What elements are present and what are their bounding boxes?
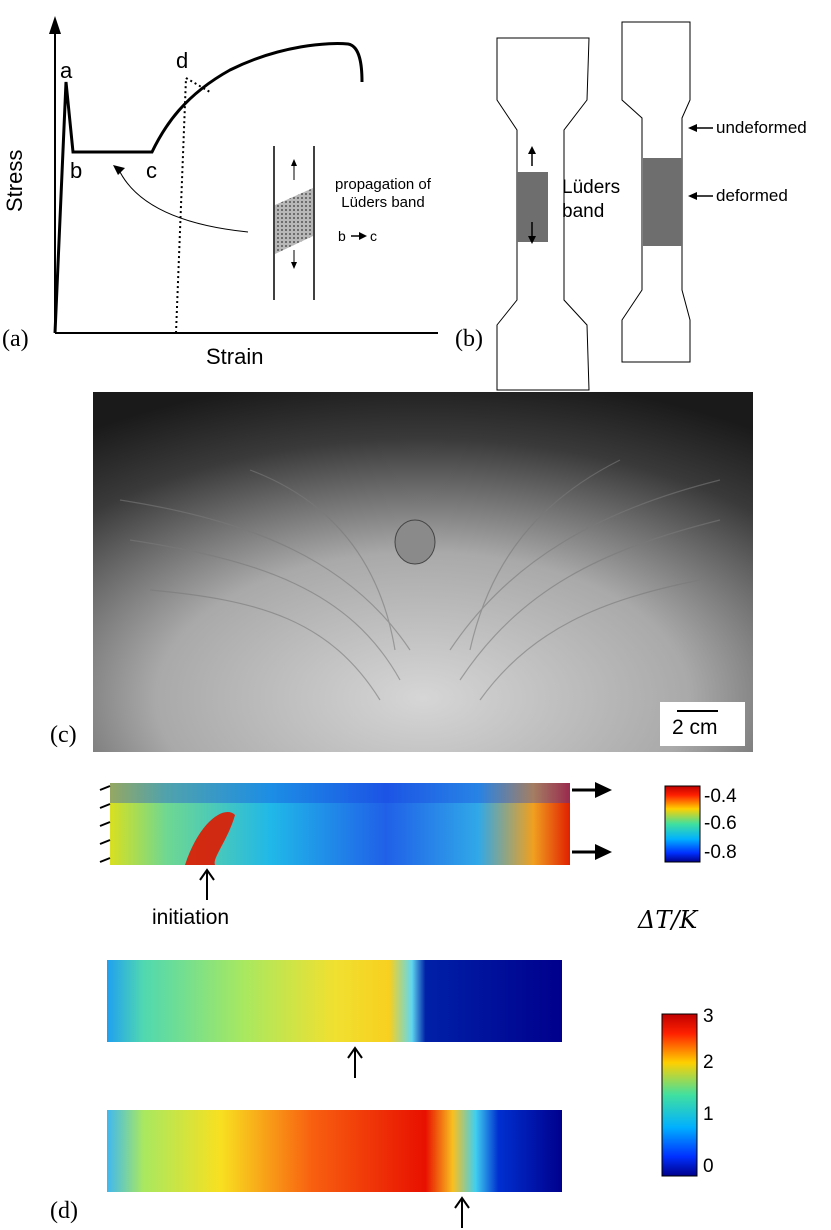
- thermal-image-top: [110, 783, 570, 865]
- initiation-hotspot: [185, 812, 235, 865]
- point-a: a: [60, 58, 73, 83]
- undeformed-label: undeformed: [716, 118, 807, 137]
- luders-band-line1: Lüders: [562, 177, 621, 198]
- colorbar-bottom-tick-2: 1: [703, 1104, 714, 1125]
- inset-to: c: [370, 228, 377, 244]
- y-axis-label: Stress: [2, 149, 27, 212]
- band-arrow-down: [528, 236, 536, 244]
- initiation-arrow: [199, 868, 215, 881]
- unloading-line: [175, 77, 187, 334]
- specimen-sketch: [496, 21, 713, 391]
- deformed-arrow: [688, 192, 697, 200]
- thermal-map-top: [99, 782, 701, 900]
- panel-label-d: (d): [50, 1198, 78, 1224]
- colorbar-top-tick-1: -0.6: [704, 813, 737, 834]
- point-d: d: [176, 48, 189, 73]
- panel-label-b: (b): [455, 326, 483, 352]
- thermal-image-d1: [107, 960, 562, 1042]
- thermal-image-d2: [107, 1110, 562, 1192]
- x-axis-label: Strain: [206, 344, 264, 369]
- colorbar-bottom-tick-0: 3: [703, 1006, 714, 1027]
- luders-band-large: [643, 158, 682, 246]
- scale-bar-label: 2 cm: [672, 716, 718, 739]
- colorbar-top-tick-2: -0.8: [704, 842, 737, 863]
- band-arrow-up: [528, 146, 536, 154]
- front-arrow-d2: [454, 1196, 470, 1209]
- b-to-c-arrow: [359, 232, 367, 240]
- panel-label-a: (a): [2, 326, 29, 352]
- initiation-label: initiation: [152, 906, 230, 929]
- colorbar-top-tick-0: -0.4: [704, 786, 737, 807]
- stress-strain-plot: [49, 16, 438, 334]
- thermal-maps-bottom: [107, 960, 698, 1228]
- stress-strain-curve: [53, 41, 364, 334]
- surface-photo: [93, 392, 753, 752]
- colorbar-bottom: [661, 1013, 698, 1177]
- luders-band-line2: band: [562, 201, 605, 222]
- inset-luders-band: [275, 188, 313, 254]
- scale-bar-box: [660, 702, 745, 746]
- photo-panel-c: [93, 392, 753, 752]
- band-pattern: [119, 459, 721, 701]
- pull-arrow-bottom: [595, 844, 612, 860]
- luders-band-label: Lüders band: [562, 176, 620, 224]
- clamp-marks: [99, 785, 111, 863]
- undeformed-arrow: [688, 124, 697, 132]
- inset-caption-line1: propagation of: [335, 176, 431, 193]
- deformed-label: deformed: [716, 186, 788, 205]
- inset-from: b: [338, 228, 346, 244]
- inset-caption: propagation of Lüders band: [318, 176, 448, 212]
- pointer-arrowhead: [113, 165, 125, 175]
- pointer-curve: [117, 167, 249, 233]
- colorbar-bottom-tick-1: 2: [703, 1052, 714, 1073]
- point-b: b: [70, 158, 83, 183]
- colorbar-top: [664, 785, 701, 863]
- delta-t-unit: ΔT/K: [638, 906, 698, 934]
- point-c: c: [146, 158, 157, 183]
- panel-label-c: (c): [50, 722, 77, 748]
- colorbar-bottom-tick-3: 0: [703, 1156, 714, 1177]
- indent-mark: [394, 519, 436, 565]
- inset-caption-line2: Lüders band: [341, 194, 425, 211]
- y-axis-arrow: [49, 16, 61, 34]
- front-arrow-d1: [347, 1046, 363, 1059]
- pull-arrow-top: [595, 782, 612, 798]
